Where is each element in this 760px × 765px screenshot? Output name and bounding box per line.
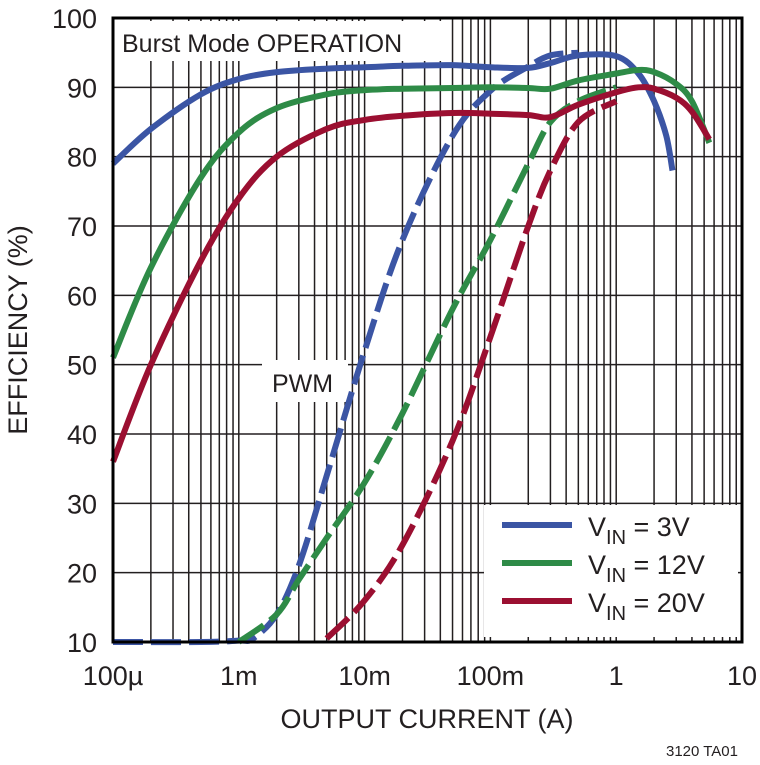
legend-label-20v: VIN = 20V	[588, 588, 705, 625]
y-tick-label: 50	[67, 351, 97, 381]
y-tick-label: 40	[67, 420, 97, 450]
x-tick-label: 100µ	[83, 661, 144, 691]
legend-item-vin-3v: VIN = 3V	[502, 512, 690, 549]
y-tick-label: 70	[67, 212, 97, 242]
x-axis-title: OUTPUT CURRENT (A)	[280, 704, 573, 734]
figure-id: 3120 TA01	[666, 743, 738, 760]
x-tick-label: 10	[727, 661, 757, 691]
pwm-label-bg	[262, 360, 348, 402]
curve-burst-20v	[110, 84, 712, 463]
y-axis-tick-labels: 10 20 30 40 50 60 70 80 90 100	[52, 4, 97, 658]
legend-item-vin-12v: VIN = 12V	[502, 550, 705, 587]
plot-frame	[111, 16, 744, 644]
y-tick-label: 10	[67, 628, 97, 658]
x-tick-label: 100m	[457, 661, 525, 691]
x-axis-tick-labels: 100µ 1m 10m 100m 1 10	[83, 661, 757, 691]
y-tick-label: 60	[67, 281, 97, 311]
legend-label-3v: VIN = 3V	[588, 512, 690, 549]
x-tick-label: 1m	[220, 661, 258, 691]
pwm-label: PWM	[272, 370, 333, 398]
x-tick-label: 1	[609, 661, 624, 691]
curve-burst-3v	[110, 51, 676, 172]
legend-label-12v: VIN = 12V	[588, 550, 705, 587]
curve-burst-12v	[110, 66, 713, 359]
y-tick-label: 80	[67, 143, 97, 173]
y-tick-label: 20	[67, 559, 97, 589]
y-axis-title: EFFICIENCY (%)	[3, 225, 33, 435]
x-tick-label: 10m	[338, 661, 391, 691]
legend: VIN = 3V VIN = 12V VIN = 20V	[484, 505, 738, 637]
y-tick-label: 90	[67, 73, 97, 103]
legend-item-vin-20v: VIN = 20V	[502, 588, 705, 625]
curve-pwm-20v	[324, 98, 618, 641]
y-tick-label: 30	[67, 489, 97, 519]
burst-mode-label-bg	[116, 21, 450, 61]
curve-pwm-12v	[237, 84, 618, 645]
burst-mode-label: Burst Mode OPERATION	[122, 30, 402, 58]
y-tick-label: 100	[52, 4, 97, 34]
